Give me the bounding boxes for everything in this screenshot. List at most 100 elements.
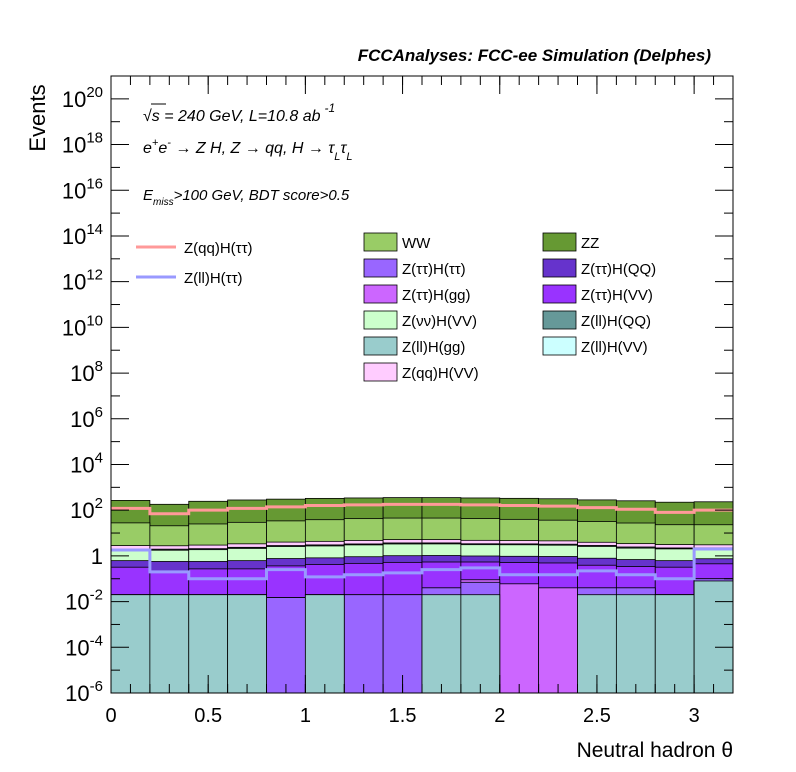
legend-label-z-qq-h: Z(qq)H(ττ) (184, 240, 253, 257)
proc-tau2: τ (340, 140, 347, 157)
y-tick-base: 10 (70, 452, 94, 477)
line-z-ll-h (111, 547, 733, 581)
y-tick-label: 102 (70, 495, 103, 523)
legend-label-ww: WW (402, 235, 431, 252)
legend-label-z-h: Z(ττ)H(ττ) (402, 261, 466, 278)
y-tick-base: 10 (62, 133, 86, 158)
proc-e2: e (158, 140, 167, 157)
y-tick-base: 1 (91, 544, 103, 569)
legend-swatch-z-ll-h-gg (363, 336, 398, 356)
legend-label-z-ll-h-gg: Z(ll)H(gg) (402, 339, 465, 356)
x-tick-label: 3 (689, 705, 700, 727)
legend-label-z-h-qq: Z(ττ)H(QQ) (581, 261, 656, 278)
x-tick-label: 2 (494, 705, 505, 727)
annotation-energy-lumi: √s = 240 GeV, L=10.8 ab -1 (143, 101, 335, 125)
legend-swatch-z-ll-h-qq (542, 310, 577, 330)
legend-swatch-z-ll-h-vv (542, 336, 577, 356)
y-tick-label: 1016 (62, 175, 103, 203)
sqrt-s: √s (143, 108, 160, 125)
x-axis-label: Neutral hadron θ (577, 739, 733, 762)
y-tick-exponent: 6 (95, 404, 103, 421)
bar-z-ll-h-gg-bin-3 (227, 594, 267, 694)
y-tick-label: 10-6 (65, 678, 103, 706)
y-tick-label: 104 (70, 449, 103, 477)
y-tick-base: 10 (65, 590, 89, 615)
legend-swatch-z-h (363, 258, 398, 278)
y-tick-exponent: -4 (90, 632, 103, 649)
y-tick-base: 10 (70, 498, 94, 523)
y-tick-label: 108 (70, 358, 103, 386)
y-tick-label: 106 (70, 404, 103, 432)
legend-swatch-z-qq-h-vv (363, 362, 398, 382)
y-axis-label: Events (25, 84, 50, 151)
y-tick-base: 10 (62, 87, 86, 112)
y-tick-base: 10 (70, 361, 94, 386)
cuts-text: >100 GeV, BDT score>0.5 (174, 187, 350, 204)
y-tick-exponent: -6 (90, 678, 103, 695)
chart-title: FCCAnalyses: FCC-ee Simulation (Delphes) (358, 46, 712, 65)
y-tick-label: 10-4 (65, 632, 103, 660)
axes: 0 0.5 1 1.5 2 2.5 310-610-410-2110210410610810… (62, 75, 734, 727)
legend-label-z-h-vv: Z(ττ)H(VV) (581, 287, 653, 304)
y-tick-base: 10 (62, 224, 86, 249)
proc-sub2: L (346, 151, 352, 163)
y-tick-label: 10-2 (65, 587, 103, 615)
y-tick-base: 10 (70, 407, 94, 432)
y-tick-label: 1010 (62, 312, 103, 340)
bar-z-ll-h-gg-bin-9 (460, 594, 501, 694)
bar-z-ll-h-gg-bin-1 (149, 594, 190, 694)
y-tick-exponent: 4 (95, 449, 103, 466)
bar-z-h-gg-bin-10 (499, 583, 540, 694)
cuts-sub: miss (153, 197, 174, 208)
y-tick-base: 10 (65, 681, 89, 706)
legend-label-z-h-vv: Z(νν)H(VV) (402, 313, 477, 330)
y-tick-label: 1020 (62, 84, 103, 112)
legend-swatch-z-h-vv (363, 310, 398, 330)
annotation-process: e+e- → Z H, Z → qq, H → τLτL (143, 137, 353, 163)
legend-label-zz: ZZ (581, 235, 599, 252)
y-tick-exponent: 2 (95, 495, 103, 512)
annotation-cuts: Emiss>100 GeV, BDT score>0.5 (143, 187, 350, 208)
y-tick-exponent: 10 (86, 312, 103, 329)
bar-z-h-gg-bin-11 (538, 587, 578, 694)
y-tick-exponent: 16 (86, 175, 103, 192)
proc-sub1: L (334, 151, 340, 163)
bar-z-h-bin-6 (343, 594, 384, 694)
bar-z-ll-h-gg-bin-5 (304, 594, 345, 694)
y-tick-label: 1018 (62, 130, 103, 158)
proc-e1-sup: + (152, 137, 159, 149)
legend-label-z-ll-h-vv: Z(ll)H(VV) (581, 339, 648, 356)
legend-swatch-z-h-vv (542, 284, 577, 304)
y-tick-label: 1 (91, 544, 103, 569)
x-tick-label: 2.5 (583, 705, 611, 727)
y-tick-exponent: 8 (95, 358, 103, 375)
y-tick-base: 10 (62, 315, 86, 340)
legend: Z(qq)H(ττ) Z(ll)H(ττ) WW Z(ττ)H(ττ) Z(ττ)H(g… (136, 232, 656, 382)
legend-label-z-ll-h-qq: Z(ll)H(QQ) (581, 313, 651, 330)
bar-z-ll-h-gg-bin-15 (693, 580, 734, 694)
overlay-lines (111, 502, 733, 581)
y-tick-exponent: 12 (86, 267, 103, 284)
x-tick-label: 0.5 (194, 705, 222, 727)
bar-z-ll-h-gg-bin-0 (110, 594, 151, 694)
proc-main: → Z H, Z → qq, H → τ (171, 140, 335, 157)
y-tick-label: 1014 (62, 221, 103, 249)
bar-z-h-bin-4 (266, 597, 306, 694)
y-tick-label: 1012 (62, 267, 103, 295)
lumi-exponent: -1 (325, 101, 336, 115)
bar-z-ll-h-gg-bin-13 (615, 594, 656, 694)
energy-lumi-text: = 240 GeV, L=10.8 ab (160, 108, 321, 125)
y-tick-exponent: -2 (90, 587, 103, 604)
legend-swatch-z-h-gg (363, 284, 398, 304)
x-tick-label: 1.5 (389, 705, 417, 727)
legend-label-z-h-gg: Z(ττ)H(gg) (402, 287, 471, 304)
y-tick-base: 10 (62, 270, 86, 295)
bar-z-ll-h-gg-bin-14 (654, 594, 695, 694)
y-tick-base: 10 (65, 635, 89, 660)
legend-label-z-qq-h-vv: Z(qq)H(VV) (402, 365, 479, 382)
cuts-e: E (143, 187, 154, 204)
legend-swatch-ww (363, 232, 398, 252)
line-z-qq-h (111, 502, 733, 516)
legend-swatch-zz (542, 232, 577, 252)
